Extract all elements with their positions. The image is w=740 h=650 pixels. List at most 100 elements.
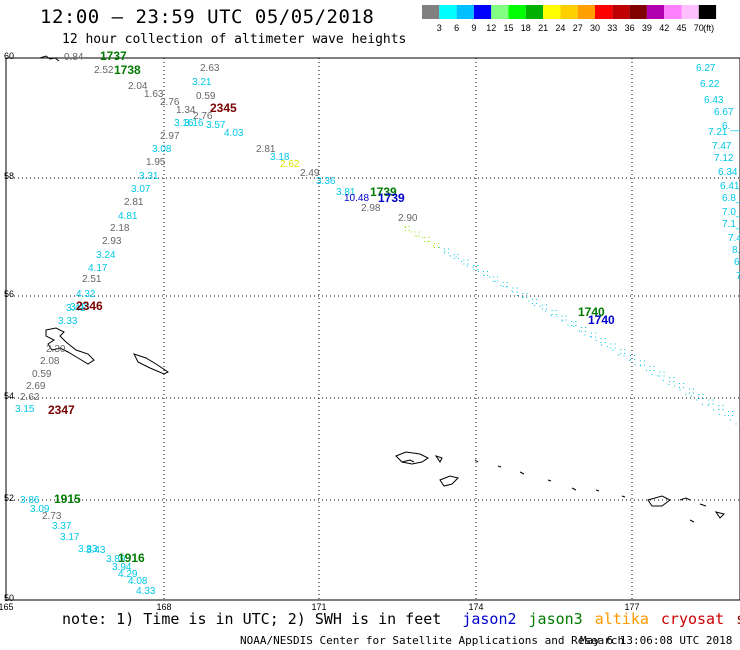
swh-value: 3.89 [106, 554, 126, 565]
swh-track-mark: ∷ [639, 358, 645, 369]
swh-value: 2.52 [94, 65, 114, 76]
swh-track-mark: · [488, 272, 491, 283]
swh-value: 3.09 [30, 504, 50, 515]
swh-value: 2.93 [102, 236, 122, 247]
swh-value: 4.03 [224, 128, 244, 139]
mission-altika: altika [594, 610, 649, 628]
legend-label: 15 [503, 23, 513, 33]
swh-track-mark: ∷ [580, 325, 586, 336]
swh-value: 3.31 [139, 171, 159, 182]
swh-track-mark: · [695, 395, 698, 406]
swh-value: 2.30 [46, 344, 66, 355]
swh-track-mark: · [566, 320, 569, 331]
swh-value: 2.62 [20, 392, 40, 403]
swh-track-mark: · [656, 371, 659, 382]
swh-value: 6.67 [714, 107, 734, 118]
swh-track-mark: · [505, 281, 508, 292]
legend-label: 18 [521, 23, 531, 33]
swh-value: 3.57 [206, 120, 226, 131]
legend-swatch [698, 5, 717, 19]
legend-swatch [456, 5, 474, 19]
swh-value: 2.90 [398, 213, 418, 224]
swh-track-mark: · [499, 280, 502, 291]
swh-value: 8.__ [732, 245, 740, 256]
swh-track-mark: · [734, 419, 737, 430]
swh-track-mark: · [622, 351, 625, 362]
swh-value: 0.59 [32, 369, 52, 380]
pass-time-label: 1915 [54, 492, 81, 506]
color-scale-legend: 3 6 9 12 15 18 21 24 27 30 33 36 39 42 45 70 (ft) [422, 5, 717, 33]
swh-track-mark: ∷ [629, 353, 635, 364]
pass-time-label: 1740 [578, 305, 605, 319]
swh-value: 6.43 [704, 95, 724, 106]
swh-track-mark: ∷ [708, 398, 714, 409]
swh-track-mark: · [701, 399, 704, 410]
swh-track-mark: · [544, 306, 547, 317]
swh-value: 2.76 [193, 111, 213, 122]
swh-value: 2.81 [256, 144, 276, 155]
swh-track-mark: ∷ [492, 274, 498, 285]
swh-track-mark: ∷ [551, 308, 557, 319]
swh-value: 1.34 [176, 105, 196, 116]
swh-track-mark: ∷ [531, 297, 537, 308]
lat-label: 54 [4, 391, 14, 401]
swh-value: 6.8_ [722, 193, 740, 204]
mission-legend: jason2 jason3 altika cryosat s3a [450, 610, 740, 628]
swh-track-mark: · [690, 390, 693, 401]
legend-label: 70 [694, 23, 704, 33]
legend-label: 42 [659, 23, 669, 33]
note-text: note: 1) Time is in UTC; 2) SWH is in fe… [62, 610, 442, 628]
swh-track-mark: · [404, 222, 407, 233]
swh-value: 2.63 [200, 63, 220, 74]
legend-swatch [508, 5, 526, 19]
swh-track-mark: ∷ [590, 330, 596, 341]
swh-value: 6.__ [722, 121, 740, 132]
swh-value: 2.62 [280, 159, 300, 170]
swh-track-mark: · [650, 369, 653, 380]
swh-value: 4.08 [128, 576, 148, 587]
swh-track-mark: · [578, 325, 581, 336]
swh-value: 7.__ [736, 271, 740, 282]
legend-label: 24 [555, 23, 565, 33]
swh-value: 7.12 [714, 153, 734, 164]
swh-track-mark: · [706, 400, 709, 411]
swh-value: 2.08 [40, 356, 60, 367]
swh-track-mark: · [589, 331, 592, 342]
legend-swatch [560, 5, 578, 19]
swh-track-mark: · [550, 310, 553, 321]
mission-s3a: s3a [736, 610, 740, 628]
swh-track-mark: ∷ [678, 381, 684, 392]
swh-value: 3.48 [70, 302, 90, 313]
swh-value: 2.98 [361, 203, 381, 214]
footer-note: note: 1) Time is in UTC; 2) SWH is in fe… [62, 610, 740, 628]
swh-track-mark: · [583, 330, 586, 341]
swh-value: 3.18 [270, 152, 290, 163]
swh-track-mark: · [600, 340, 603, 351]
swh-value: 6.__ [734, 257, 740, 268]
swh-value: 3.16 [174, 118, 194, 129]
credit: NOAA/NESDIS Center for Satellite Applica… [240, 634, 625, 647]
swh-track-mark: · [729, 414, 732, 425]
swh-track-mark: · [482, 270, 485, 281]
swh-value: 6.27 [696, 63, 716, 74]
swh-track-mark: · [572, 321, 575, 332]
swh-value: 2.97 [160, 131, 180, 142]
legend-label: 30 [590, 23, 600, 33]
lon-label: 168 [156, 602, 171, 612]
swh-track-mark: · [628, 355, 631, 366]
mission-cryosat: cryosat [660, 610, 725, 628]
legend-swatch [491, 5, 509, 19]
pass-time-label: 2345 [210, 101, 237, 115]
swh-value: 2.51 [82, 274, 102, 285]
legend-swatch [525, 5, 544, 19]
legend-label: 3 [437, 23, 442, 33]
swh-value: 6.22 [700, 79, 720, 90]
swh-value: 1.63 [144, 89, 164, 100]
swh-value: 2.73 [42, 511, 62, 522]
swh-value: 3.43 [86, 545, 106, 556]
legend-label: 12 [486, 23, 496, 33]
pass-time-label: 2346 [76, 299, 103, 313]
swh-track-mark: ∷ [610, 342, 616, 353]
